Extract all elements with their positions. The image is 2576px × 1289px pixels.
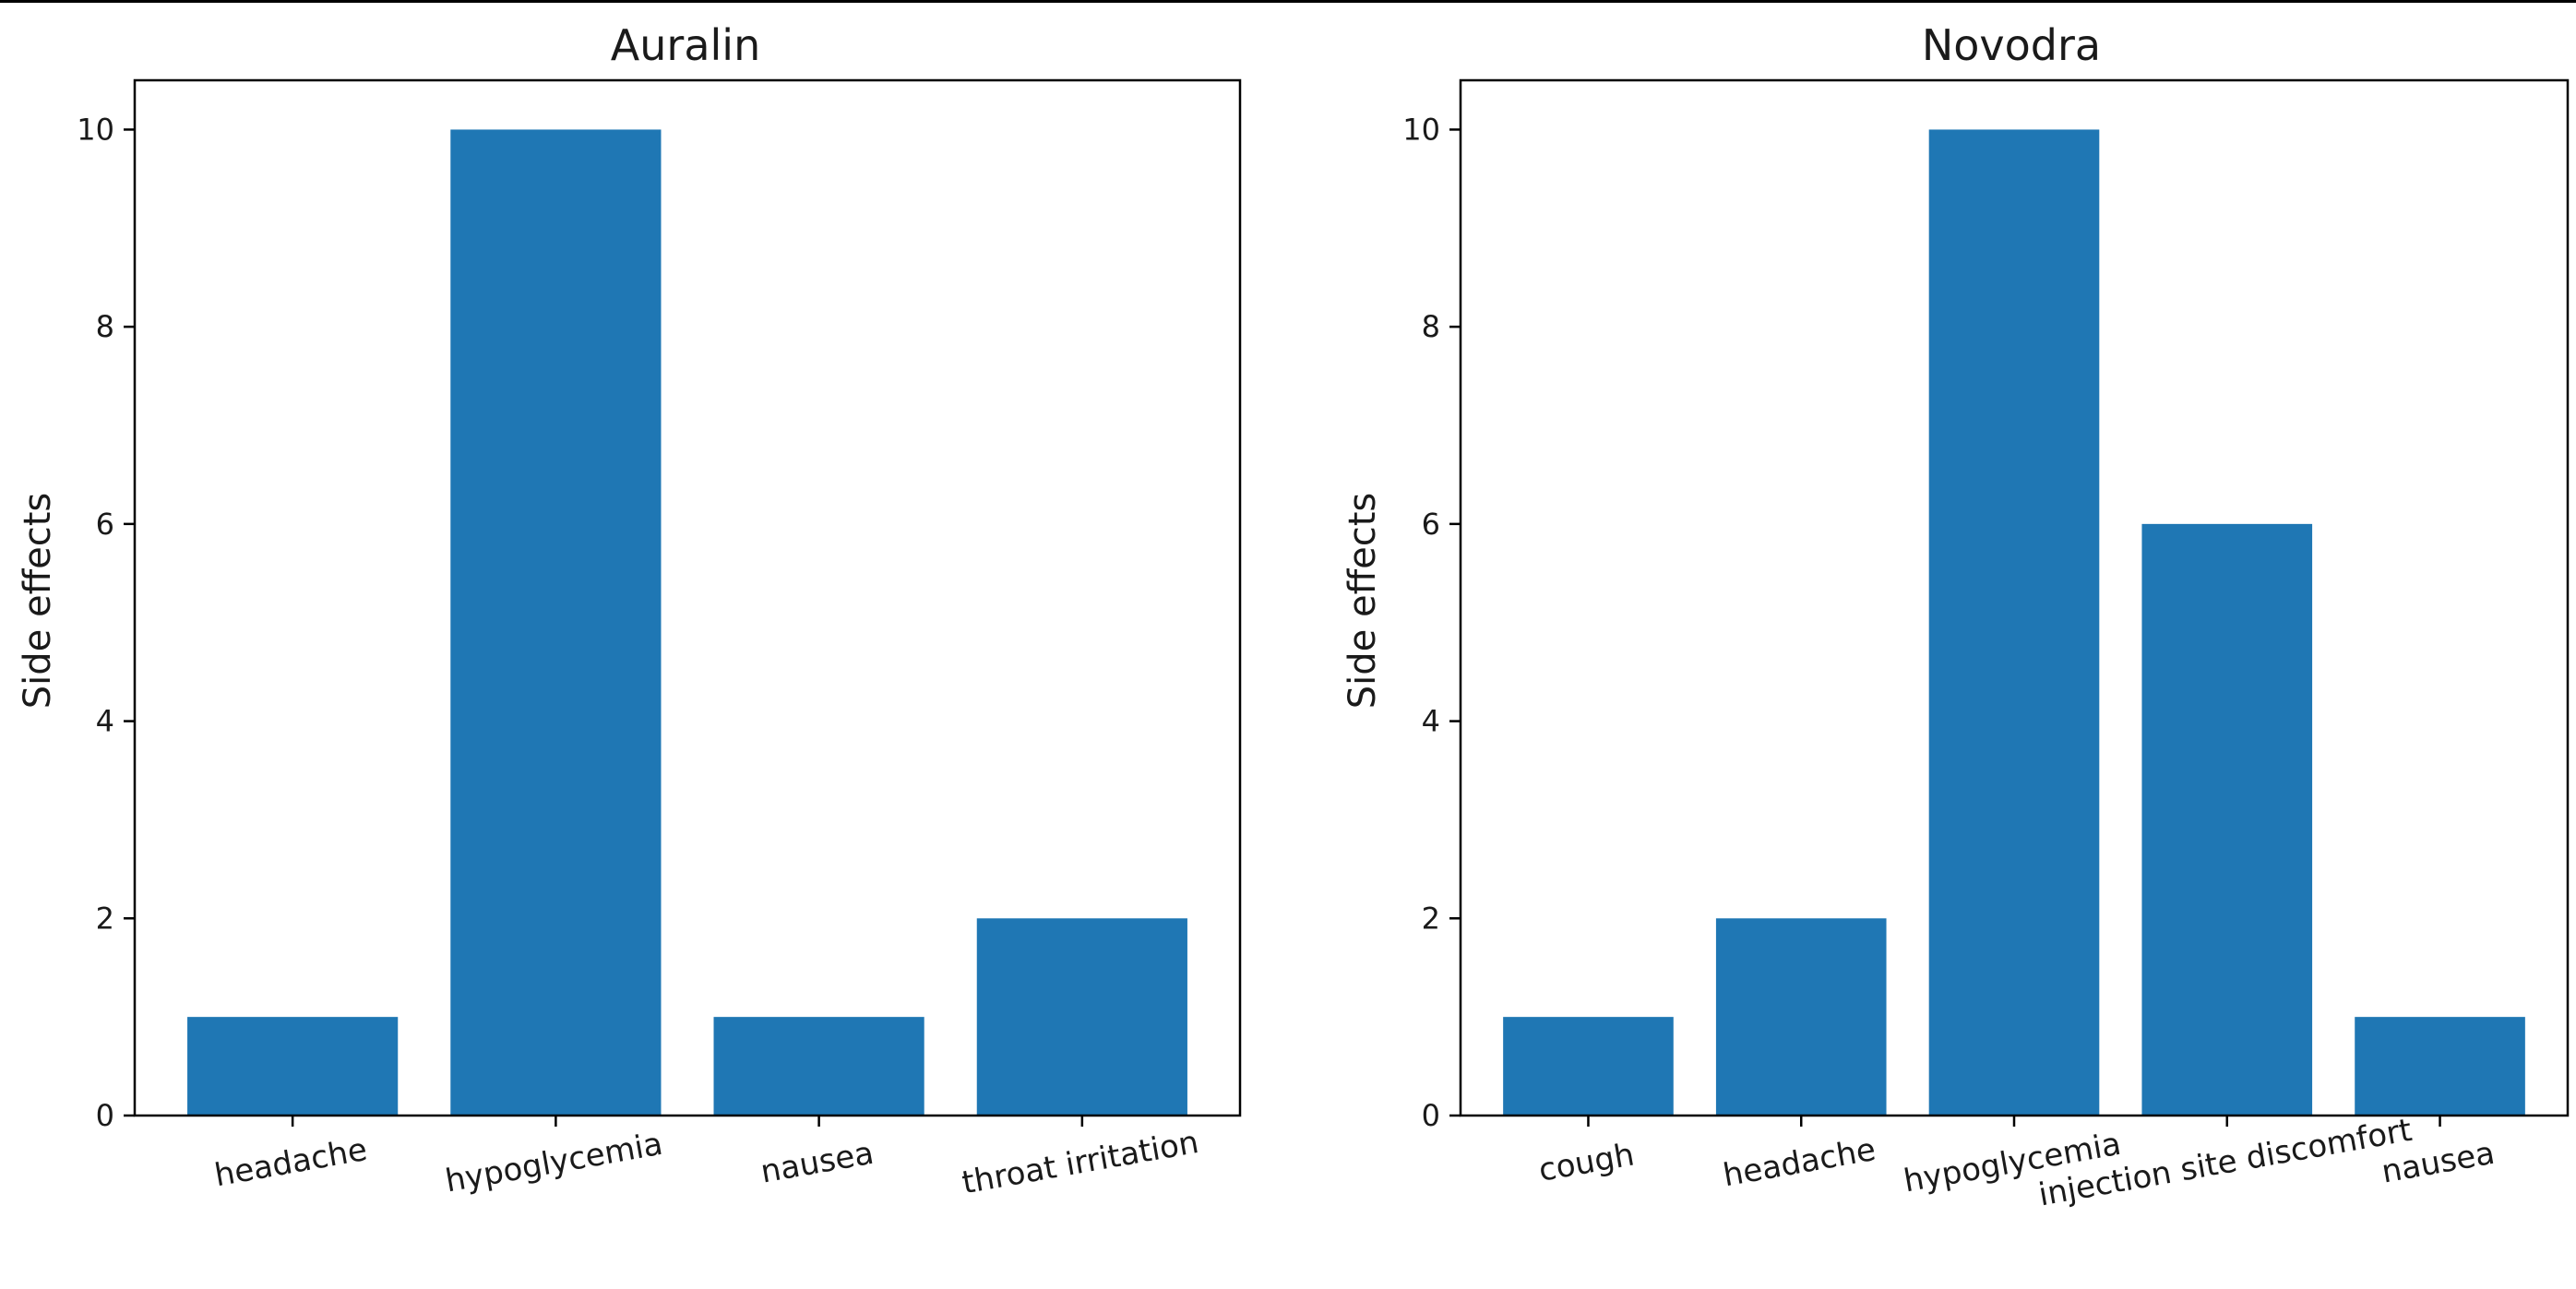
bar-headache [1715, 918, 1887, 1116]
chart-title: Novodra [1922, 20, 2101, 70]
chart-panel-auralin: Auralin Side effects 0 2 4 6 8 10 headache hyp… [17, 20, 1242, 1201]
bar-headache [187, 1017, 399, 1116]
y-tick-label: 0 [1422, 1098, 1440, 1133]
x-tick-label-headache: headache [212, 1131, 370, 1194]
x-tick-label-hypoglycemia: hypoglycemia [443, 1126, 666, 1200]
y-tick-label: 10 [77, 112, 114, 147]
y-tick-label: 0 [96, 1098, 114, 1133]
chart-panel-novodra: Novodra Side effects 0 2 4 6 8 10 cough headac… [1342, 20, 2570, 1214]
chart-canvas: Auralin Side effects 0 2 4 6 8 10 headache hyp… [17, 20, 2570, 1214]
bar-group [187, 129, 1187, 1116]
bar-hypoglycemia [450, 129, 662, 1116]
bar-nausea [713, 1017, 924, 1116]
x-tick-label-cough: cough [1536, 1136, 1638, 1188]
x-ticks: headache hypoglycemia nausea throat irritat… [212, 1116, 1201, 1201]
bar-throat-irritation [976, 918, 1187, 1116]
bar-cough [1503, 1017, 1674, 1116]
y-tick-label: 2 [96, 901, 114, 936]
x-tick-label-throat-irritation: throat irritation [960, 1124, 1201, 1201]
y-tick-label: 4 [1422, 704, 1440, 739]
chart-title: Auralin [611, 20, 760, 70]
y-ticks: 0 2 4 6 8 10 [77, 112, 135, 1133]
y-axis-label: Side effects [17, 493, 59, 710]
y-ticks: 0 2 4 6 8 10 [1402, 112, 1461, 1133]
y-tick-label: 6 [1422, 507, 1440, 542]
plot-frame [1459, 78, 2570, 1117]
y-tick-label: 8 [1422, 309, 1440, 344]
y-axis-label: Side effects [1342, 493, 1384, 710]
y-tick-label: 8 [96, 309, 114, 344]
y-tick-label: 10 [1402, 112, 1440, 147]
plot-frame [133, 78, 1242, 1117]
y-tick-label: 4 [96, 704, 114, 739]
x-tick-label-nausea: nausea [757, 1135, 876, 1191]
bar-hypoglycemia [1928, 129, 2100, 1116]
bar-nausea [2355, 1017, 2525, 1116]
x-tick-label-headache: headache [1721, 1131, 1878, 1194]
bar-group [1503, 129, 2525, 1116]
bar-injection-site-discomfort [2141, 523, 2313, 1116]
y-tick-label: 6 [96, 507, 114, 542]
y-tick-label: 2 [1422, 901, 1440, 936]
